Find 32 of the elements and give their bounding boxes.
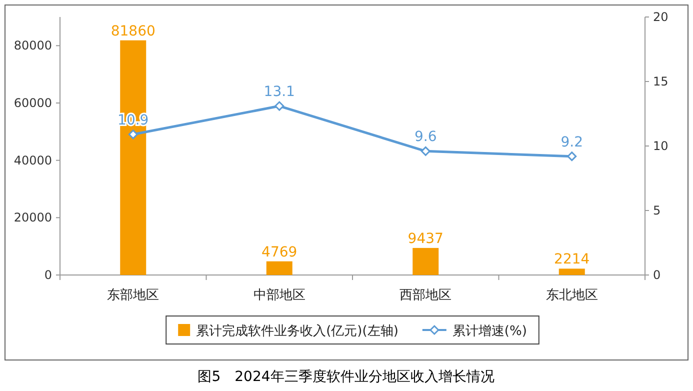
y2-tick-label: 10 bbox=[653, 139, 668, 153]
data-label: 13.1 bbox=[264, 84, 295, 100]
x-tick-label: 西部地区 bbox=[400, 288, 452, 303]
y2-tick-label: 0 bbox=[653, 268, 661, 282]
data-label: 4769 bbox=[262, 244, 298, 260]
y-tick-label: 80000 bbox=[14, 38, 52, 53]
y2-tick-label: 5 bbox=[653, 204, 661, 218]
point bbox=[128, 130, 138, 140]
data-label: 9.6 bbox=[414, 129, 437, 146]
bar bbox=[266, 261, 292, 275]
x-tick-label: 东北地区 bbox=[546, 288, 598, 303]
data-label: 9437 bbox=[408, 230, 444, 247]
x-tick-label: 中部地区 bbox=[253, 288, 306, 303]
bar bbox=[558, 268, 585, 275]
y-tick-label: 0 bbox=[44, 268, 52, 282]
text: 图5 2024年三季度软件业分地区收入增长情况 bbox=[198, 369, 494, 385]
y-tick-label: 40000 bbox=[14, 153, 52, 168]
bar bbox=[120, 40, 146, 275]
data-label: 81860 bbox=[110, 23, 156, 40]
bar bbox=[412, 248, 439, 275]
y-tick-label: 20000 bbox=[14, 210, 52, 225]
legend-label: 累计完成软件业务收入(亿元)(左轴) bbox=[196, 323, 398, 339]
data-label: 9.2 bbox=[560, 134, 584, 150]
point bbox=[274, 101, 284, 111]
legend-label: 累计增速(%) bbox=[452, 324, 527, 339]
point bbox=[567, 152, 577, 162]
data-label: 2214 bbox=[554, 252, 590, 268]
y2-tick-label: 20 bbox=[653, 10, 668, 24]
x-tick-label: 东部地区 bbox=[107, 288, 160, 303]
y2-tick-label: 15 bbox=[653, 74, 668, 88]
y-tick-label: 60000 bbox=[14, 96, 52, 110]
point bbox=[420, 146, 430, 156]
